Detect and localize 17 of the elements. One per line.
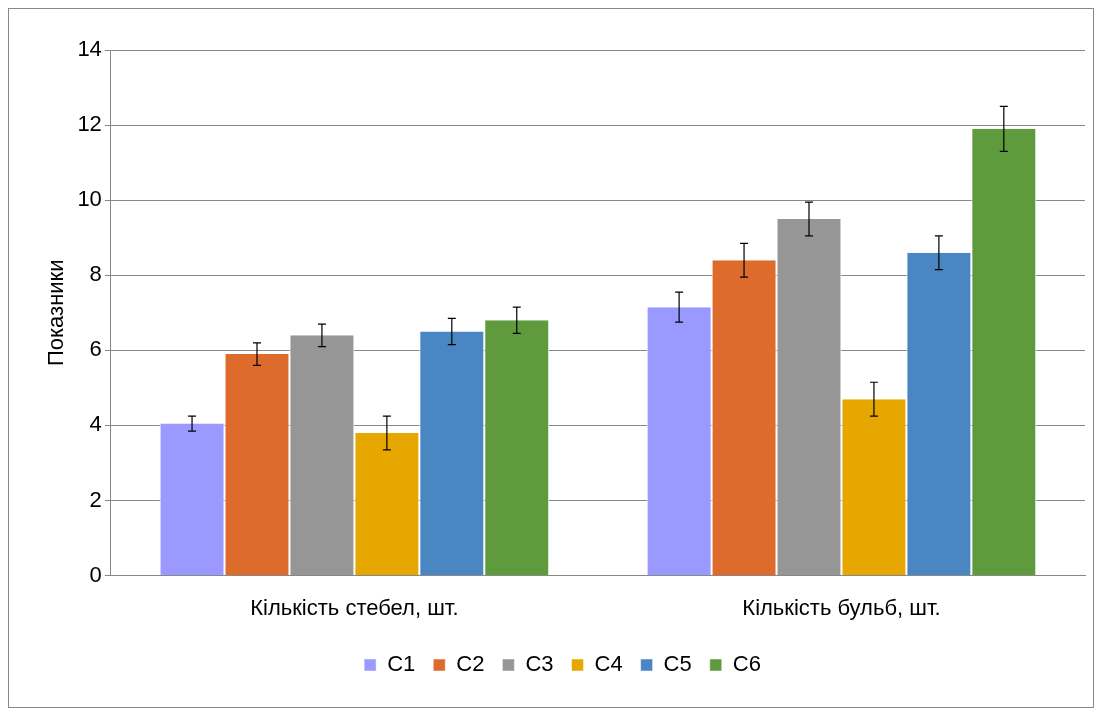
legend-label: С5: [663, 651, 692, 677]
y-tick-label: 14: [77, 36, 102, 62]
y-tick-label: 12: [77, 111, 102, 137]
legend-label: С1: [387, 651, 416, 677]
x-tick-label: Кількість бульб, шт.: [742, 594, 941, 620]
legend-label: С3: [525, 651, 554, 677]
y-tick-label: 8: [89, 261, 102, 287]
y-tick-label: 2: [89, 486, 102, 512]
legend-label: С2: [456, 651, 485, 677]
y-tick-label: 10: [77, 186, 102, 212]
legend-label: С4: [594, 651, 623, 677]
y-axis-title: Показники: [43, 259, 69, 367]
x-tick-label: Кількість стебел, шт.: [250, 594, 459, 620]
legend-label: С6: [732, 651, 761, 677]
y-tick-label: 0: [89, 561, 102, 587]
y-tick-label: 4: [89, 411, 102, 437]
y-tick-label: 6: [89, 336, 102, 362]
